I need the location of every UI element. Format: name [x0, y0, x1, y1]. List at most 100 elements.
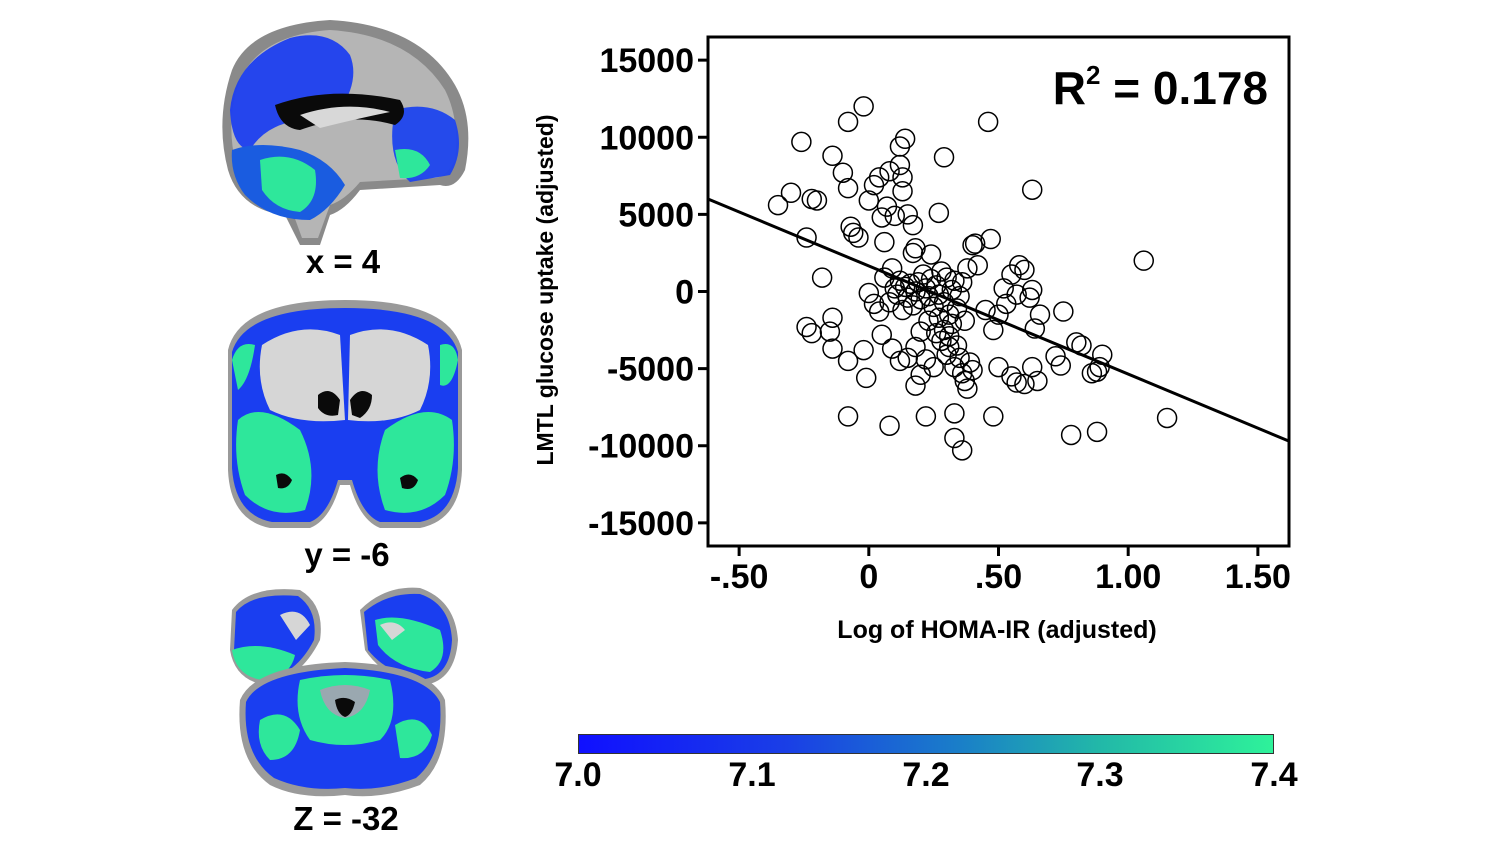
data-point — [791, 131, 812, 153]
data-point — [843, 222, 864, 244]
brain-slices-panel: x = 4 y = -6 Z = -32 — [222, 20, 469, 837]
y-axis-ticks: 15000 10000 5000 0 -5000 -10000 -15000 — [588, 42, 708, 543]
colorbar-tick-label: 7.4 — [1250, 756, 1298, 794]
data-point — [949, 285, 970, 307]
data-point — [837, 177, 859, 199]
data-point — [822, 338, 843, 359]
data-point — [905, 238, 926, 259]
data-point — [915, 349, 937, 370]
x-tick-label: .50 — [975, 558, 1022, 596]
data-point — [902, 214, 924, 236]
y-tick-label: -15000 — [588, 505, 694, 543]
axial-slice-image — [230, 587, 458, 797]
data-point — [868, 167, 890, 188]
colorbar-tick-label: 7.3 — [1076, 756, 1124, 794]
data-point — [938, 304, 960, 325]
data-point — [832, 162, 854, 183]
data-point — [905, 375, 926, 396]
y-tick-label: 10000 — [599, 119, 694, 157]
data-point — [957, 258, 978, 279]
data-point — [879, 160, 900, 182]
data-point — [884, 205, 905, 227]
data-point — [1021, 356, 1043, 378]
data-point — [946, 298, 968, 319]
data-point — [910, 364, 931, 386]
data-point — [837, 350, 859, 372]
data-point — [796, 316, 817, 338]
data-point — [853, 339, 874, 361]
x-axis-label: Log of HOMA-IR (adjusted) — [837, 616, 1156, 644]
data-point — [1027, 370, 1048, 392]
data-point — [962, 234, 983, 256]
data-point — [905, 336, 926, 358]
data-point — [1009, 255, 1030, 276]
data-point — [902, 295, 924, 316]
data-point — [1006, 372, 1027, 393]
data-point — [926, 322, 947, 344]
data-point — [879, 415, 900, 436]
colorbar-tick-label: 7.0 — [554, 756, 602, 794]
data-point — [910, 321, 931, 342]
data-point — [822, 307, 843, 328]
data-point — [954, 310, 976, 332]
x-tick-label: -.50 — [710, 558, 769, 596]
r-squared-value: = 0.178 — [1100, 62, 1268, 114]
data-point — [1086, 421, 1108, 443]
data-point — [892, 167, 913, 188]
y-tick-label: 5000 — [618, 196, 694, 234]
data-point — [1053, 301, 1074, 322]
data-point — [889, 350, 911, 372]
data-point — [1021, 179, 1043, 200]
data-point — [1060, 424, 1082, 446]
data-point — [962, 359, 983, 381]
data-point — [938, 325, 960, 347]
data-point — [1014, 373, 1035, 395]
data-point — [881, 258, 903, 279]
data-point — [1006, 284, 1027, 305]
data-point — [1024, 318, 1046, 339]
regression-line — [707, 197, 1290, 443]
data-point — [1156, 407, 1178, 429]
y-tick-label: 0 — [675, 274, 694, 312]
slice-label-x: x = 4 — [306, 243, 381, 280]
data-point — [874, 231, 895, 253]
x-axis-ticks: -.50 0 .50 1.00 1.50 — [710, 546, 1291, 596]
data-point — [964, 233, 986, 254]
data-point — [923, 356, 944, 378]
data-point — [897, 204, 918, 225]
data-point — [894, 128, 916, 150]
data-point — [983, 319, 1004, 341]
data-point — [957, 378, 978, 399]
data-point — [944, 403, 965, 424]
data-point — [858, 282, 880, 304]
colorbar — [578, 734, 1274, 754]
data-point — [951, 271, 973, 293]
data-point — [853, 96, 874, 117]
data-point — [1001, 366, 1022, 387]
data-point — [837, 406, 859, 427]
data-point — [858, 190, 880, 211]
data-point — [871, 324, 893, 345]
data-point — [977, 111, 999, 133]
data-point — [767, 194, 789, 216]
data-point — [918, 310, 939, 332]
data-point — [967, 255, 988, 276]
sagittal-slice-image — [222, 20, 469, 245]
data-point — [951, 362, 973, 384]
data-point — [928, 307, 950, 328]
data-point — [915, 406, 937, 427]
data-point — [983, 406, 1004, 427]
data-point — [920, 244, 942, 265]
data-point — [954, 370, 976, 392]
coronal-slice-image — [228, 300, 462, 528]
data-point — [959, 352, 981, 373]
x-tick-label: 1.50 — [1225, 558, 1291, 596]
data-point — [944, 427, 965, 449]
data-point — [881, 338, 903, 359]
colorbar-tick-label: 7.1 — [728, 756, 776, 794]
data-point — [941, 313, 963, 335]
data-points — [767, 96, 1178, 461]
data-point — [819, 321, 841, 342]
y-tick-label: 15000 — [599, 42, 694, 80]
colorbar-tick-label: 7.2 — [902, 756, 950, 794]
